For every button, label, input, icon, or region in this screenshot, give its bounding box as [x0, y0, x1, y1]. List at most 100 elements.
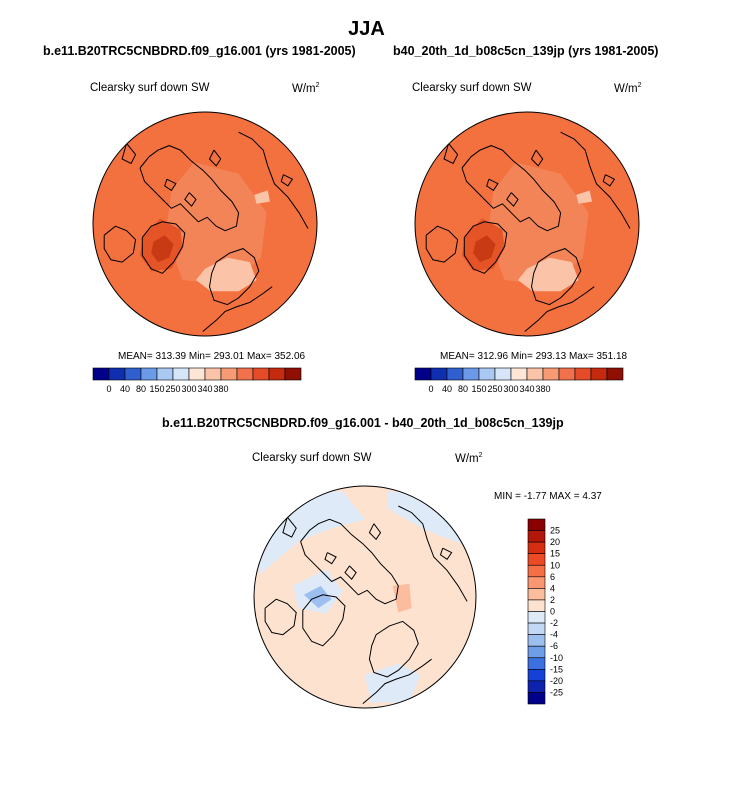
- panel2-coastline-7: [530, 149, 544, 167]
- panel2-field-pale-small: [576, 190, 592, 204]
- diff-coastline-6: [282, 516, 297, 538]
- panel1-colorbar-swatch: [156, 367, 174, 381]
- diff-colorbar-swatch: [527, 611, 546, 624]
- panel1-coastline-10: [280, 174, 294, 187]
- panel1-colorbar-swatch: [252, 367, 270, 381]
- diff-field-background: [254, 486, 476, 708]
- diff-colorbar-swatch: [527, 634, 546, 647]
- panel2-stats: MEAN= 312.96 Min= 293.13 Max= 351.18: [440, 351, 628, 362]
- panel2-colorbar-swatch: [590, 367, 608, 381]
- panel1-units: W/m2: [292, 82, 320, 95]
- panel2-colorbar-swatch: [414, 367, 432, 381]
- diff-title: b.e11.B20TRC5CNBDRD.f09_g16.001 - b40_20…: [162, 416, 564, 430]
- panel1-coastline-4: [238, 131, 309, 229]
- panel1-colorbar-tick-label: 0: [106, 384, 111, 394]
- panel1-coastline-9: [164, 178, 177, 192]
- panel2-colorbar-swatch: [494, 367, 512, 381]
- panel2-colorbar-swatch: [526, 367, 544, 381]
- panel2-colorbar-swatch: [558, 367, 576, 381]
- panel2-coastline-3: [530, 248, 582, 306]
- panel2-coastline-8: [506, 192, 519, 207]
- panel1-colorbar-swatch: [284, 367, 302, 381]
- diff-colorbar-tick-label: 15: [550, 549, 560, 559]
- panel2-colorbar-swatch: [606, 367, 624, 381]
- diff-map-border: [253, 485, 477, 709]
- panel2-colorbar-tick-label: 40: [442, 384, 452, 394]
- panel2-colorbar-tick-label: 340: [519, 384, 534, 394]
- panel2-colorbar-tick-label: 0: [428, 384, 433, 394]
- panel2-map-border: [414, 111, 640, 337]
- panel1-colorbar-swatch: [268, 367, 286, 381]
- panel1-coastline-8: [184, 192, 197, 207]
- diff-colorbar-swatch: [527, 530, 546, 543]
- diff-coastline-9: [324, 552, 337, 565]
- diff-colorbar-tick-label: 4: [550, 583, 555, 593]
- panel2-colorbar-swatch: [542, 367, 560, 381]
- panel1-map-border: [92, 111, 318, 337]
- diff-colorbar-tick-label: -10: [550, 653, 563, 663]
- panel2-colorbar-swatch: [462, 367, 480, 381]
- panel2-field-arctic: [487, 162, 589, 286]
- diff-colorbar-tick-label: -20: [550, 676, 563, 686]
- panel1-colorbar-swatch: [124, 367, 142, 381]
- panel1-coastline-2: [103, 225, 137, 263]
- diff-coastline-0: [300, 518, 399, 605]
- panel1-colorbar-tick-label: 80: [136, 384, 146, 394]
- diff-coastline-4: [398, 505, 468, 602]
- diff-colorbar-tick-label: 25: [550, 526, 560, 536]
- panel2-colorbar-tick-label: 150: [471, 384, 486, 394]
- panel1-field-arctic: [165, 162, 267, 286]
- panel2-colorbar-swatch: [446, 367, 464, 381]
- diff-variable-label: Clearsky surf down SW: [252, 452, 372, 464]
- panel2-field-greenland-core: [473, 235, 496, 263]
- panel2-coastline-1: [463, 221, 508, 274]
- diff-colorbar-swatch: [527, 669, 546, 682]
- panel1-stats: MEAN= 313.39 Min= 293.01 Max= 352.06: [118, 351, 306, 362]
- panel1-colorbar-tick-label: 340: [197, 384, 212, 394]
- panel2-variable-label: Clearsky surf down SW: [412, 82, 532, 94]
- panel2-colorbar-swatch: [478, 367, 496, 381]
- panel2-coastline-0: [461, 145, 562, 232]
- panel2-colorbar-swatch: [574, 367, 592, 381]
- diff-colorbar-tick-label: -25: [550, 687, 563, 697]
- panel1-colorbar-swatch: [204, 367, 222, 381]
- panel1-colorbar-tick-label: 380: [213, 384, 228, 394]
- panel1-colorbar-swatch: [108, 367, 126, 381]
- diff-coastline-1: [302, 594, 346, 647]
- panel1-colorbar-tick-label: 40: [120, 384, 130, 394]
- diff-units: W/m2: [455, 452, 483, 465]
- diff-colorbar-swatch: [527, 657, 546, 670]
- diff-coastline-8: [344, 565, 357, 580]
- diff-colorbar-tick-label: 10: [550, 560, 560, 570]
- panel1-colorbar-swatch: [172, 367, 190, 381]
- panel1-coastline-3: [208, 248, 260, 306]
- diff-colorbar-tick-label: 2: [550, 595, 555, 605]
- panel2-coastline-4: [560, 131, 631, 229]
- panel1-coastline-7: [208, 149, 222, 167]
- panel1-colorbar-swatch: [92, 367, 110, 381]
- panel1-colorbar-tick-label: 150: [149, 384, 164, 394]
- diff-field-neg-south: [365, 663, 421, 703]
- panel2-coastline-10: [602, 174, 616, 187]
- panel2-title: b40_20th_1d_b08c5cn_139jp (yrs 1981-2005…: [393, 44, 659, 58]
- panel1-variable-label: Clearsky surf down SW: [90, 82, 210, 94]
- panel2-colorbar-tick-label: 380: [535, 384, 550, 394]
- diff-colorbar-swatch: [527, 576, 546, 589]
- diff-colorbar-tick-label: 0: [550, 607, 555, 617]
- panel1-colorbar-swatch: [188, 367, 206, 381]
- diff-colorbar-tick-label: 6: [550, 572, 555, 582]
- diff-colorbar-tick-label: -2: [550, 618, 558, 628]
- panel2-coastline-2: [425, 225, 459, 263]
- diff-colorbar-swatch: [527, 541, 546, 554]
- diff-colorbar-swatch: [527, 680, 546, 693]
- panel1-colorbar-tick-label: 300: [181, 384, 196, 394]
- diff-colorbar-tick-label: -15: [550, 664, 563, 674]
- panel2-colorbar-swatch: [430, 367, 448, 381]
- diff-colorbar-tick-label: -4: [550, 630, 558, 640]
- panel2-units: W/m2: [614, 82, 642, 95]
- diff-colorbar-tick-label: 20: [550, 537, 560, 547]
- panel1-colorbar-swatch: [236, 367, 254, 381]
- panel1-colorbar-swatch: [220, 367, 238, 381]
- panel1-title: b.e11.B20TRC5CNBDRD.f09_g16.001 (yrs 198…: [43, 44, 356, 58]
- figure-title: JJA: [348, 18, 385, 40]
